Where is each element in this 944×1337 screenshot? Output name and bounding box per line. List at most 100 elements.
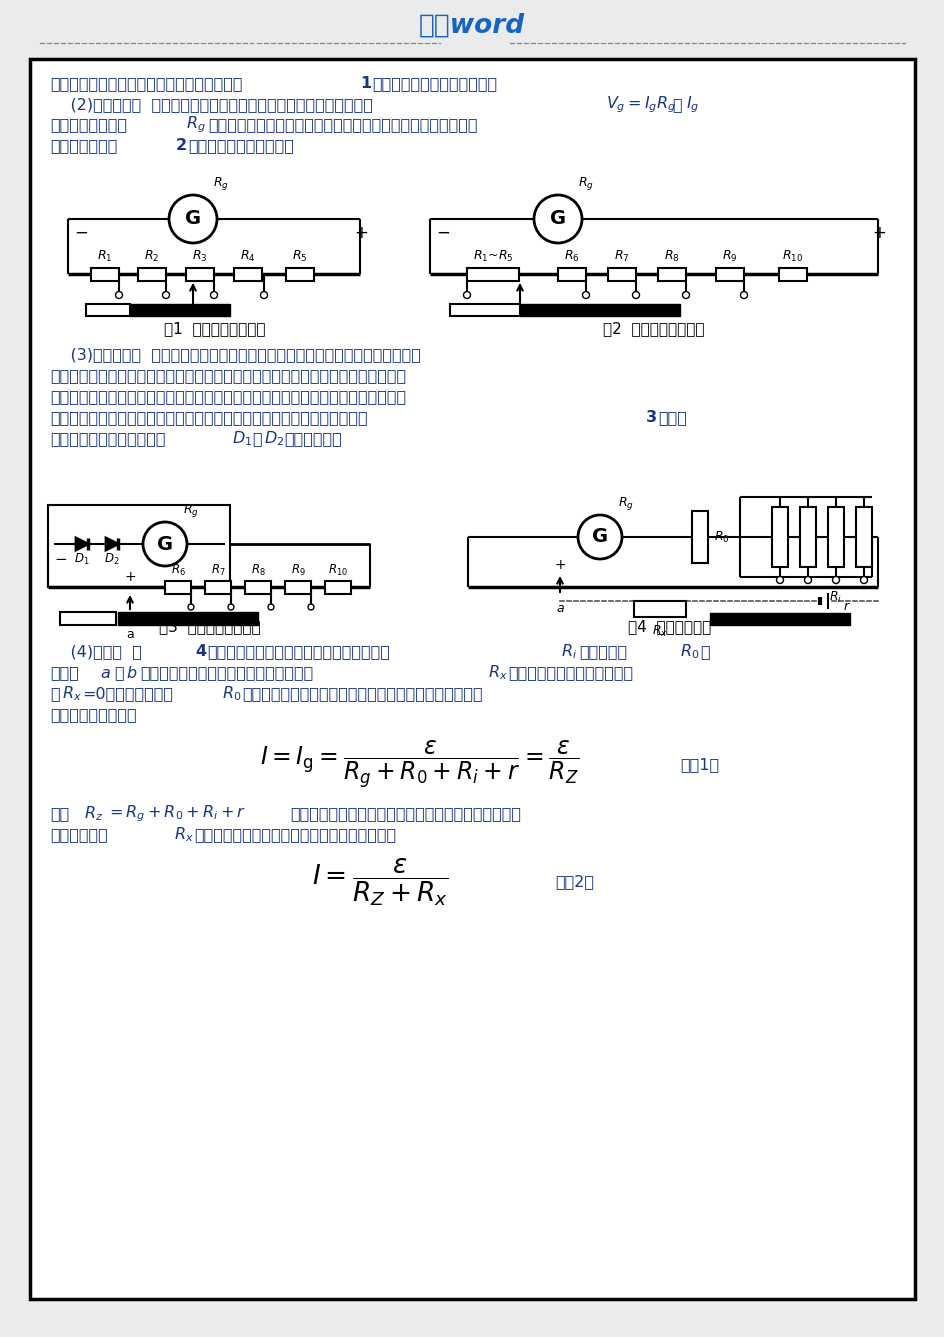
Text: 。测量前，先把两表棒短路，: 。测量前，先把两表棒短路， — [508, 666, 632, 681]
Bar — [657, 267, 685, 281]
Text: $D_2$: $D_2$ — [263, 429, 284, 448]
Bar — [59, 612, 116, 624]
Text: （: （ — [671, 98, 681, 112]
Circle shape — [682, 291, 689, 298]
Text: 式中: 式中 — [50, 806, 69, 821]
Text: 此时，电路中的电流: 此时，电路中的电流 — [50, 707, 137, 722]
Text: 1: 1 — [360, 76, 371, 91]
Text: 同的量程。并联电阻越小，量程也就越大。图: 同的量程。并联电阻越小，量程也就越大。图 — [50, 76, 243, 91]
Text: 、: 、 — [252, 432, 261, 447]
Text: 是多量: 是多量 — [657, 410, 686, 425]
Text: $R_g$: $R_g$ — [578, 175, 593, 193]
Text: 是欧姆表的原理图，它由表头、电池、电阻: 是欧姆表的原理图，它由表头、电池、电阻 — [207, 644, 390, 659]
Text: $R_9$: $R_9$ — [291, 563, 305, 578]
Text: $R_0$: $R_0$ — [714, 529, 729, 544]
Circle shape — [533, 195, 582, 243]
Text: $R_6$: $R_6$ — [564, 249, 580, 263]
Text: $R_1$: $R_1$ — [97, 249, 112, 263]
Polygon shape — [76, 537, 88, 550]
Circle shape — [162, 291, 169, 298]
Text: 图3  多量程交流电压挡: 图3 多量程交流电压挡 — [159, 619, 261, 635]
Text: G: G — [185, 210, 201, 229]
Text: G: G — [549, 210, 565, 229]
Text: $=R_g+R_0+R_i+r$: $=R_g+R_0+R_i+r$ — [106, 804, 245, 825]
Text: 和调零电阻: 和调零电阻 — [579, 644, 627, 659]
Text: $R_0$: $R_0$ — [680, 643, 699, 662]
Text: $R_7$: $R_7$ — [211, 563, 225, 578]
Bar — [691, 511, 707, 563]
Circle shape — [228, 604, 234, 610]
Text: $R_5$: $R_5$ — [292, 249, 308, 263]
Text: 两端即红、黑两表棒之间可接入待测电阻: 两端即红、黑两表棒之间可接入待测电阻 — [140, 666, 312, 681]
Bar — [827, 507, 843, 567]
Text: r: r — [843, 600, 848, 614]
Circle shape — [803, 576, 811, 583]
Text: (2)直流电压挡  表头本身也是一个量程很小的直流电压表，其量程为: (2)直流电压挡 表头本身也是一个量程很小的直流电压表，其量程为 — [50, 98, 373, 112]
Text: $b$: $b$ — [126, 664, 137, 681]
Text: $R_g$: $R_g$ — [212, 175, 228, 193]
Bar — [633, 602, 685, 616]
Bar — [855, 507, 871, 567]
Bar — [186, 267, 213, 281]
Text: 称为欧姆表的综合电阻。这一步骤称为欧姆表的调零。: 称为欧姆表的综合电阻。这一步骤称为欧姆表的调零。 — [290, 806, 520, 821]
Text: $R_x$: $R_x$ — [174, 826, 194, 845]
Text: 为表头满偏电流，: 为表头满偏电流， — [50, 118, 126, 132]
Text: 使表头指针指到刻度线右端的满刻度，即欧姆表的零点。: 使表头指针指到刻度线右端的满刻度，即欧姆表的零点。 — [242, 686, 482, 702]
Bar — [130, 303, 229, 316]
Text: +: + — [124, 570, 136, 584]
Bar — [86, 303, 130, 316]
Bar — [234, 267, 261, 281]
Text: 为表头内阻）。根据分压原理，表头与不同的电阻串联就能得到: 为表头内阻）。根据分压原理，表头与不同的电阻串联就能得到 — [208, 118, 477, 132]
Text: 测量未知电阻: 测量未知电阻 — [50, 828, 108, 842]
Circle shape — [261, 291, 267, 298]
Circle shape — [143, 521, 187, 566]
Circle shape — [860, 576, 867, 583]
Text: 在可动部件上的力矩方向将随电流方向的变化而变化。由于表头可动部分惯性较大，: 在可动部件上的力矩方向将随电流方向的变化而变化。由于表头可动部分惯性较大， — [50, 369, 406, 384]
Circle shape — [578, 515, 621, 559]
Text: 是多量程直流电流挡原理图。: 是多量程直流电流挡原理图。 — [372, 76, 497, 91]
Text: $D_1$: $D_1$ — [75, 551, 90, 567]
Text: 图4  欧姆表原理图: 图4 欧姆表原理图 — [628, 619, 711, 635]
Text: $R_4$: $R_4$ — [240, 249, 256, 263]
Text: $R_x$: $R_x$ — [651, 623, 667, 639]
Text: 指针实际上不可能转动。所以，必须把交流电转换成直流电，才能测量。图: 指针实际上不可能转动。所以，必须把交流电转换成直流电，才能测量。图 — [50, 410, 367, 425]
Text: （式2）: （式2） — [554, 874, 594, 889]
Text: $a$: $a$ — [100, 666, 110, 681]
Text: （式1）: （式1） — [680, 758, 718, 773]
Text: $R_{10}$: $R_{10}$ — [782, 249, 802, 263]
Text: $R_x$: $R_x$ — [487, 663, 507, 682]
Circle shape — [632, 291, 639, 298]
Text: 成。在: 成。在 — [50, 666, 78, 681]
Text: −: − — [435, 225, 449, 242]
Circle shape — [268, 604, 274, 610]
Bar — [466, 267, 518, 281]
Text: b: b — [755, 616, 763, 630]
Bar — [800, 507, 815, 567]
Text: $R_g$: $R_g$ — [183, 501, 198, 519]
Polygon shape — [106, 537, 118, 550]
Bar — [557, 267, 585, 281]
Text: a: a — [126, 627, 134, 640]
Text: 图2  多量程直流电压挡: 图2 多量程直流电压挡 — [602, 321, 704, 337]
Bar — [138, 267, 166, 281]
Text: 3: 3 — [646, 410, 656, 425]
Circle shape — [115, 291, 123, 298]
Circle shape — [463, 291, 470, 298]
Circle shape — [776, 576, 783, 583]
Text: $R_9$: $R_9$ — [721, 249, 737, 263]
Text: $R_3$: $R_3$ — [192, 249, 208, 263]
Text: $R_x$: $R_x$ — [62, 685, 82, 703]
Text: 是多量程电压表原理图。: 是多量程电压表原理图。 — [188, 139, 294, 154]
Text: 组: 组 — [700, 644, 709, 659]
Text: $R_g$: $R_g$ — [186, 115, 206, 135]
Text: $D_2$: $D_2$ — [104, 551, 120, 567]
Bar — [205, 580, 230, 594]
Circle shape — [188, 604, 194, 610]
Text: $R_i$: $R_i$ — [561, 643, 577, 662]
Text: (3)交流电压挡  磁电式表头内永久磁体的磁场方向恒定，当通过交流电时，作用: (3)交流电压挡 磁电式表头内永久磁体的磁场方向恒定，当通过交流电时，作用 — [50, 348, 420, 362]
Bar — [771, 507, 787, 567]
Text: 、: 、 — [114, 666, 124, 681]
Text: $R_6$: $R_6$ — [170, 563, 185, 578]
Text: =0。调节调零电阻: =0。调节调零电阻 — [82, 686, 173, 702]
Text: a: a — [556, 603, 564, 615]
